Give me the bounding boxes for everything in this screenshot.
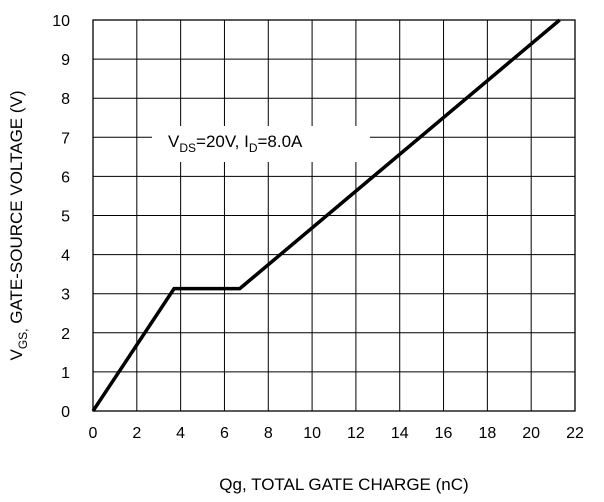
y-axis-title-main: V bbox=[7, 349, 26, 361]
y-tick-labels: 0 1 2 3 4 5 6 7 8 9 10 bbox=[52, 13, 70, 421]
x-tick-label: 22 bbox=[566, 425, 584, 442]
y-tick-label: 4 bbox=[61, 248, 70, 265]
x-tick-label: 6 bbox=[220, 425, 229, 442]
grid bbox=[92, 19, 576, 412]
x-tick-label: 10 bbox=[303, 425, 321, 442]
x-tick-label: 14 bbox=[391, 425, 409, 442]
x-tick-label: 20 bbox=[522, 425, 540, 442]
x-axis-title: Qg, TOTAL GATE CHARGE (nC) bbox=[219, 475, 468, 494]
x-tick-label: 16 bbox=[435, 425, 453, 442]
y-tick-label: 7 bbox=[61, 130, 70, 147]
x-tick-label: 8 bbox=[264, 425, 273, 442]
y-tick-label: 3 bbox=[61, 287, 70, 304]
y-tick-label: 9 bbox=[61, 52, 70, 69]
y-tick-label: 5 bbox=[61, 209, 70, 226]
annotation-mid: =20V, I bbox=[196, 132, 249, 151]
annotation-background bbox=[152, 126, 370, 162]
series-lines bbox=[91, 18, 561, 412]
x-tick-label: 18 bbox=[478, 425, 496, 442]
x-tick-label: 2 bbox=[132, 425, 141, 442]
annotation-d-sub: D bbox=[249, 141, 258, 155]
plot-frame bbox=[92, 19, 576, 412]
annotation-v: V bbox=[168, 132, 180, 151]
series-line bbox=[91, 18, 561, 412]
x-tick-label: 0 bbox=[89, 425, 98, 442]
x-tick-label: 4 bbox=[176, 425, 185, 442]
y-axis-title-sub: GS, bbox=[16, 329, 30, 350]
x-tick-labels: 0 2 4 6 8 10 12 14 16 18 20 22 bbox=[89, 425, 584, 442]
y-tick-label: 1 bbox=[61, 365, 70, 382]
annotation-ds-sub: DS bbox=[179, 141, 196, 155]
annotation: VDS=20V, ID=8.0A bbox=[152, 126, 370, 162]
annotation-text: VDS=20V, ID=8.0A bbox=[168, 132, 303, 155]
y-tick-label: 0 bbox=[61, 404, 70, 421]
y-axis-title-rest: GATE-SOURCE VOLTAGE (V) bbox=[7, 90, 26, 328]
y-tick-label: 8 bbox=[61, 91, 70, 108]
y-tick-label: 2 bbox=[61, 326, 70, 343]
annotation-tail: =8.0A bbox=[257, 132, 303, 151]
y-tick-label: 6 bbox=[61, 169, 70, 186]
y-axis-title: VGS, GATE-SOURCE VOLTAGE (V) bbox=[7, 90, 30, 360]
y-tick-label: 10 bbox=[52, 13, 70, 30]
x-tick-label: 12 bbox=[347, 425, 365, 442]
